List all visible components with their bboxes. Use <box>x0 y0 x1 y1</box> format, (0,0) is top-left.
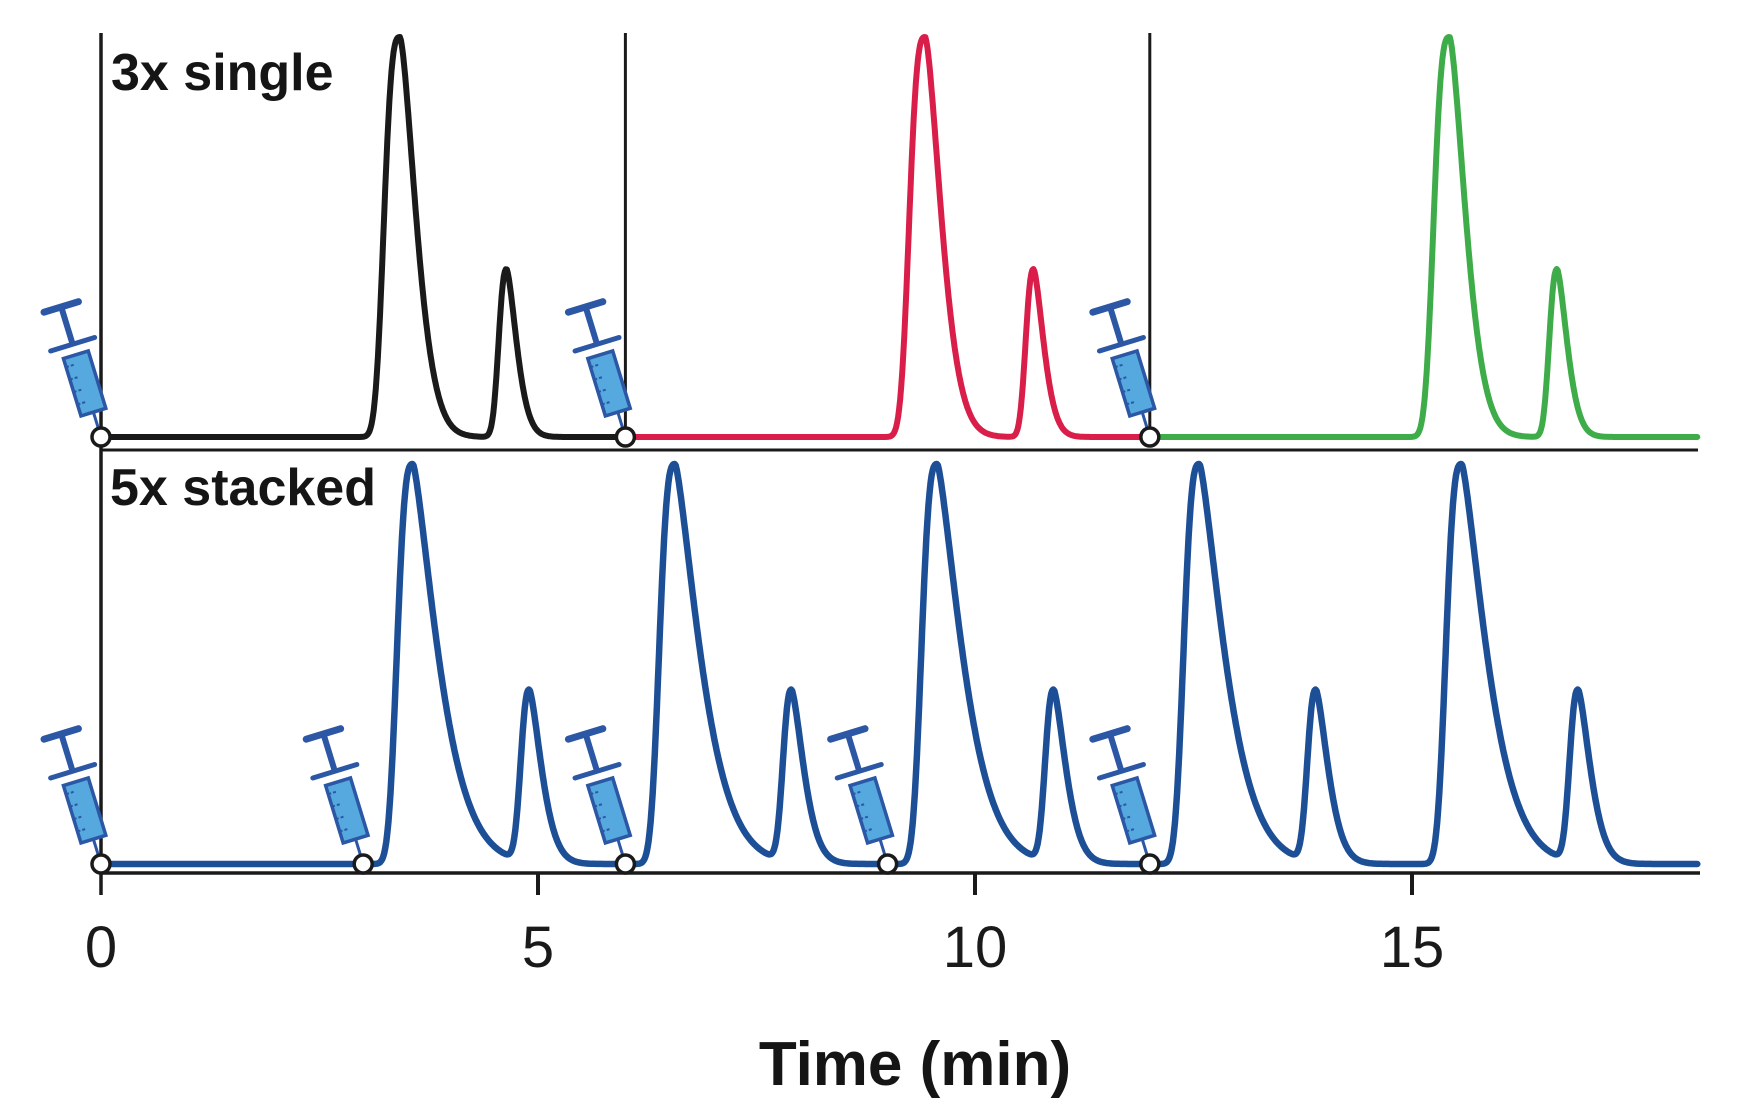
x-tick-label: 10 <box>943 915 1008 980</box>
syringe-graduation <box>593 803 604 808</box>
syringe-plunger-handle <box>1089 725 1131 743</box>
panel-label-single: 3x single <box>111 44 334 102</box>
syringe-plunger-handle <box>302 725 345 743</box>
syringe-graduation <box>1114 790 1124 796</box>
syringe-graduation <box>69 803 79 808</box>
x-tick-label: 15 <box>1380 915 1445 980</box>
syringe-graduation <box>69 376 79 381</box>
injection-marker <box>1139 853 1161 875</box>
injection-marker <box>614 853 637 875</box>
syringe-barrel <box>585 775 633 846</box>
syringe-graduation <box>1125 827 1136 833</box>
trace-injection-1 <box>98 34 629 440</box>
syringe-graduation <box>590 363 600 369</box>
syringe-icon <box>40 298 109 438</box>
syringe-flange <box>1096 762 1146 781</box>
panel-label-stacked: 5x stacked <box>110 459 376 517</box>
syringe-barrel <box>1110 348 1157 419</box>
syringe-plunger-rod <box>59 308 76 346</box>
syringe-graduation <box>339 827 349 833</box>
syringe-graduation <box>335 815 345 820</box>
syringe-graduation <box>597 815 607 820</box>
syringe-graduation <box>65 363 75 369</box>
injection-marker <box>614 426 637 448</box>
syringe-plunger-rod <box>321 735 338 773</box>
syringe-graduation <box>77 827 87 833</box>
syringe-plunger-rod <box>1108 735 1125 773</box>
syringe-flange <box>48 762 98 781</box>
syringe-icon <box>827 725 895 865</box>
syringe-barrel <box>585 348 633 419</box>
syringe-graduation <box>1122 815 1132 820</box>
syringe-graduation <box>65 790 75 796</box>
injection-marker <box>90 853 112 875</box>
syringe-plunger-handle <box>1089 298 1131 316</box>
syringe-icon <box>564 298 633 438</box>
injection-marker <box>352 853 374 875</box>
syringe-plunger-rod <box>583 735 600 773</box>
syringe-graduation <box>601 400 611 406</box>
syringe-barrel <box>61 775 109 846</box>
syringe-flange <box>310 762 360 781</box>
syringe-graduation <box>1125 400 1136 406</box>
syringe-graduation <box>863 827 873 833</box>
x-tick-label: 0 <box>85 915 117 980</box>
syringe-plunger-handle <box>827 725 869 743</box>
syringe-plunger-rod <box>845 735 863 773</box>
syringe-plunger-rod <box>583 308 600 346</box>
syringe-graduation <box>590 790 600 796</box>
syringe-graduation <box>1122 388 1132 393</box>
syringe-icon <box>302 725 371 865</box>
x-tick-label: 5 <box>522 915 554 980</box>
injection-marker <box>90 426 112 448</box>
syringe-barrel <box>847 775 895 846</box>
syringe-graduation <box>331 803 341 808</box>
syringe-flange <box>572 762 622 781</box>
syringe-barrel <box>1110 775 1157 846</box>
syringe-icon <box>40 725 109 865</box>
syringe-graduation <box>1114 363 1124 369</box>
injection-marker <box>1139 426 1161 448</box>
injection-marker <box>876 853 899 875</box>
syringe-plunger-rod <box>59 735 76 773</box>
syringe-graduation <box>852 790 862 796</box>
syringe-graduation <box>593 376 604 381</box>
syringe-plunger-handle <box>40 725 82 743</box>
trace-injection-2 <box>622 34 1153 440</box>
syringe-graduation <box>327 790 338 796</box>
syringe-flange <box>834 762 884 781</box>
syringe-barrel <box>323 775 371 846</box>
x-axis-title: Time (min) <box>759 1030 1071 1099</box>
trace-injection-3 <box>1146 34 1701 440</box>
syringe-icon <box>1089 725 1157 865</box>
syringe-icon <box>1089 298 1157 438</box>
syringe-graduation <box>597 388 607 393</box>
syringe-graduation <box>601 827 611 833</box>
syringe-plunger-handle <box>564 725 607 743</box>
syringe-barrel <box>61 348 109 419</box>
syringe-icon <box>564 725 633 865</box>
syringe-graduation <box>77 400 87 406</box>
syringe-plunger-handle <box>564 298 607 316</box>
syringe-plunger-handle <box>40 298 82 316</box>
syringe-graduation <box>859 815 870 820</box>
syringe-graduation <box>1118 376 1128 381</box>
syringe-graduation <box>73 388 83 393</box>
syringe-graduation <box>856 803 866 808</box>
syringe-graduation <box>1118 803 1128 808</box>
syringe-graduation <box>73 815 83 820</box>
syringe-plunger-rod <box>1108 308 1125 346</box>
